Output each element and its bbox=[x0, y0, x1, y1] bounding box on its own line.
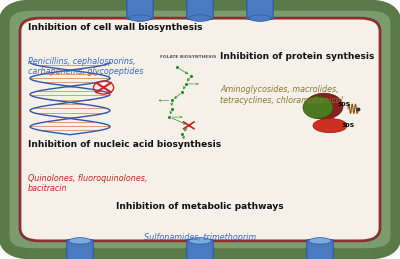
Text: Inhibition of nucleic acid biosynthesis: Inhibition of nucleic acid biosynthesis bbox=[28, 140, 221, 149]
Ellipse shape bbox=[303, 96, 333, 118]
Ellipse shape bbox=[69, 238, 91, 244]
Ellipse shape bbox=[309, 238, 331, 244]
FancyBboxPatch shape bbox=[67, 240, 93, 259]
FancyBboxPatch shape bbox=[247, 0, 273, 19]
Text: Inhibition of protein synthesis: Inhibition of protein synthesis bbox=[220, 52, 374, 61]
FancyBboxPatch shape bbox=[187, 0, 213, 19]
FancyBboxPatch shape bbox=[307, 240, 333, 259]
Text: Inhibition of cell wall biosynthesis: Inhibition of cell wall biosynthesis bbox=[28, 23, 202, 32]
FancyBboxPatch shape bbox=[127, 0, 153, 19]
Text: FOLATE BIOSYNTHESIS: FOLATE BIOSYNTHESIS bbox=[160, 55, 216, 59]
Ellipse shape bbox=[249, 15, 271, 21]
Text: Quinolones, fluoroquinolones,
bacitracin: Quinolones, fluoroquinolones, bacitracin bbox=[28, 174, 147, 193]
FancyBboxPatch shape bbox=[187, 240, 213, 259]
FancyBboxPatch shape bbox=[20, 18, 380, 241]
Text: Sulfonamides, trimethoprim: Sulfonamides, trimethoprim bbox=[144, 233, 256, 242]
FancyBboxPatch shape bbox=[4, 5, 396, 254]
Text: 30S: 30S bbox=[341, 123, 355, 128]
Text: Aminoglycosides, macrolides,
tetracyclines, chloramphenicol: Aminoglycosides, macrolides, tetracyclin… bbox=[220, 85, 343, 105]
Text: Penicillins, cephalosporins,
carbapenems, glycopeptides: Penicillins, cephalosporins, carbapenems… bbox=[28, 57, 143, 76]
Ellipse shape bbox=[129, 15, 151, 21]
Ellipse shape bbox=[305, 93, 343, 119]
Ellipse shape bbox=[189, 15, 211, 21]
Text: Inhibition of metabolic pathways: Inhibition of metabolic pathways bbox=[116, 202, 284, 211]
Ellipse shape bbox=[189, 238, 211, 244]
Text: 50S: 50S bbox=[337, 102, 351, 107]
Ellipse shape bbox=[313, 119, 347, 133]
